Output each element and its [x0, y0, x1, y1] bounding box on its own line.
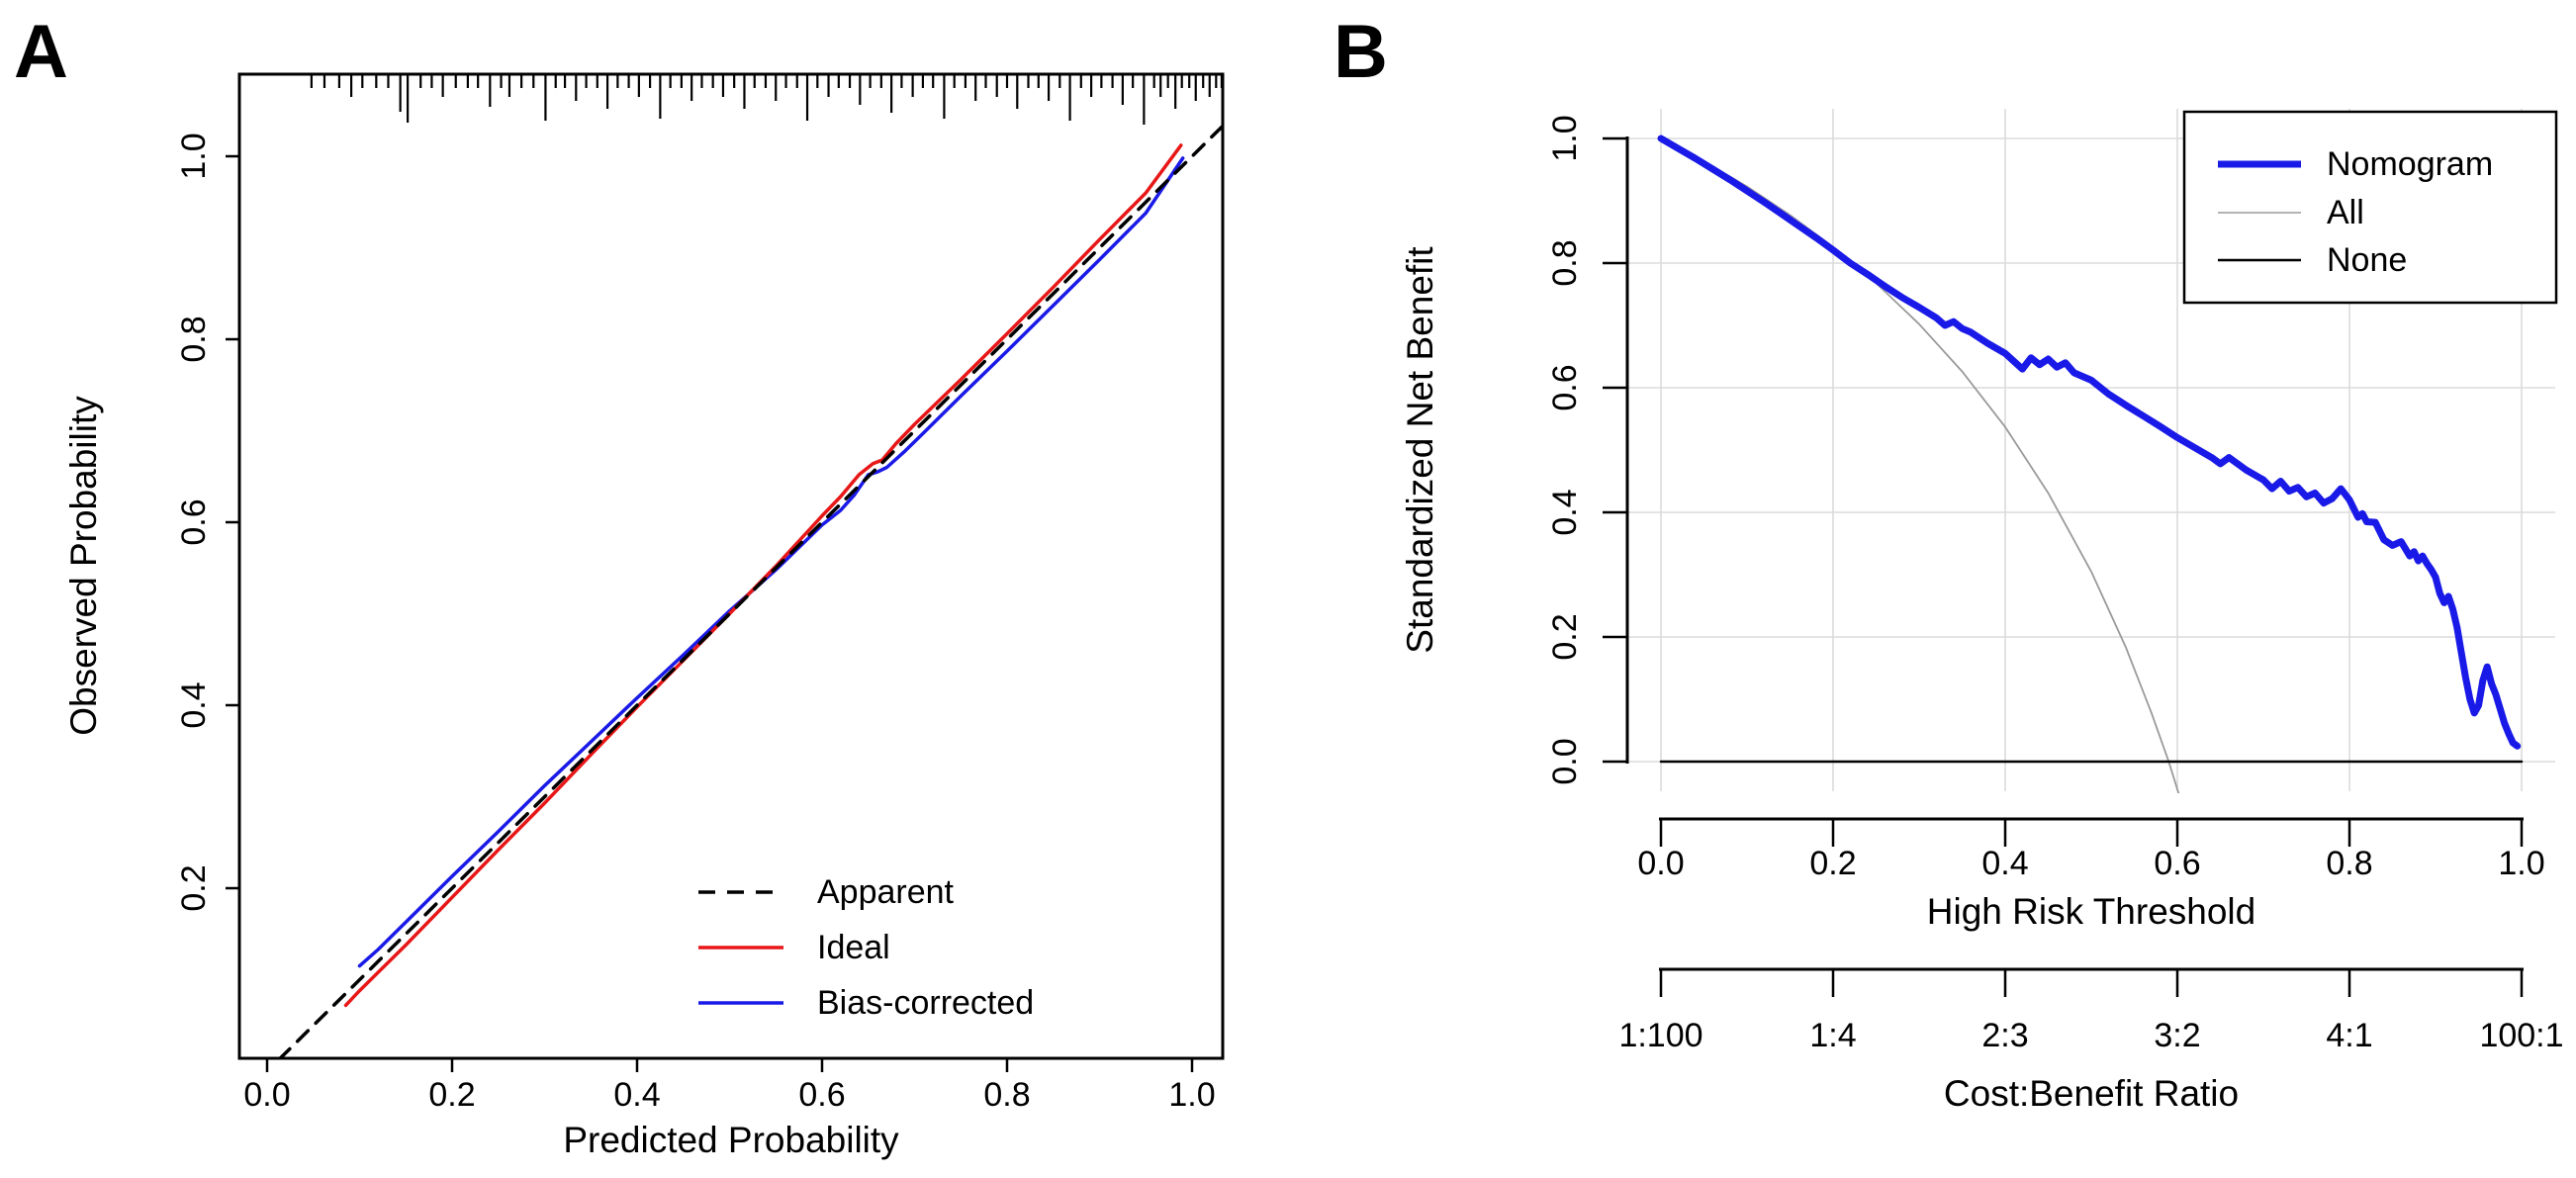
b-x-tick-label: 0.6: [2154, 845, 2200, 882]
panel-a-y-axis: 0.2 0.4 0.6 0.8 1.0: [175, 133, 239, 912]
b-cb-tick-label: 100:1: [2479, 1017, 2563, 1054]
a-y-tick-label: 0.4: [175, 681, 213, 728]
panel-a: 0.0 0.2 0.4 0.6 0.8 1.0 0.2 0.4 0.6 0.8 1.0 Predi…: [63, 72, 1225, 1160]
panel-a-x-axis: 0.0 0.2 0.4 0.6 0.8 1.0: [243, 1058, 1216, 1114]
b-legend-label-none: None: [2327, 241, 2407, 279]
b-cb-tick-label: 1:4: [1809, 1017, 1856, 1054]
panel-a-rug: [310, 75, 1224, 125]
b-cb-tick-label: 2:3: [1981, 1017, 2028, 1054]
b-cb-tick-label: 4:1: [2326, 1017, 2372, 1054]
panel-a-y-axis-title: Observed Probability: [63, 396, 104, 736]
a-legend-label-apparent: Apparent: [817, 873, 955, 911]
b-y-tick-label: 0.8: [1546, 239, 1584, 286]
panel-b-costbenefit-axis-title: Cost:Benefit Ratio: [1944, 1073, 2239, 1114]
panel-b-y-axis: 0.0 0.2 0.4 0.6 0.8 1.0: [1546, 115, 1629, 785]
b-y-tick-label: 0.4: [1546, 489, 1584, 535]
a-x-tick-label: 0.8: [983, 1076, 1030, 1114]
panel-b-legend: Nomogram All None: [2182, 110, 2558, 305]
a-y-tick-label: 0.2: [175, 864, 213, 911]
b-y-tick-label: 0.6: [1546, 364, 1584, 410]
b-legend-box: [2182, 110, 2558, 305]
panel-b-letter: B: [1334, 10, 1388, 94]
series-apparent: [277, 124, 1223, 1058]
a-x-tick-label: 0.0: [243, 1076, 290, 1114]
b-y-tick-label: 1.0: [1546, 115, 1584, 161]
b-y-tick-label: 0.2: [1546, 613, 1584, 660]
panel-b: 0.0 0.2 0.4 0.6 0.8 1.0 0.0 0.2 0.4 0.6 0.8 1.0 1:…: [1400, 109, 2564, 1114]
a-x-tick-label: 1.0: [1168, 1076, 1215, 1114]
panel-a-letter: A: [14, 10, 68, 94]
b-y-tick-label: 0.0: [1546, 738, 1584, 784]
panel-a-x-axis-title: Predicted Probability: [563, 1120, 899, 1160]
a-x-tick-label: 0.6: [798, 1076, 845, 1114]
b-x-tick-label: 0.4: [1981, 845, 2028, 882]
a-y-tick-label: 0.6: [175, 498, 213, 545]
b-cb-tick-label: 3:2: [2154, 1017, 2200, 1054]
a-legend-label-ideal: Ideal: [817, 929, 890, 966]
b-x-tick-label: 0.8: [2326, 845, 2372, 882]
b-x-tick-label: 0.2: [1809, 845, 1856, 882]
panel-a-series: [277, 124, 1223, 1058]
panel-b-series: [1657, 135, 2524, 793]
series-bias-corrected: [357, 156, 1185, 968]
a-y-tick-label: 1.0: [175, 133, 213, 179]
b-x-tick-label: 1.0: [2498, 845, 2544, 882]
panel-b-x-axis: 0.0 0.2 0.4 0.6 0.8 1.0: [1637, 817, 2545, 882]
series-all: [1664, 139, 2180, 793]
series-nomogram: [1657, 135, 2522, 750]
a-x-tick-label: 0.2: [428, 1076, 475, 1114]
series-ideal: [343, 143, 1183, 1008]
panel-b-y-axis-title: Standardized Net Benefit: [1400, 246, 1440, 654]
b-x-tick-label: 0.0: [1637, 845, 1684, 882]
a-y-tick-label: 0.8: [175, 316, 213, 362]
a-x-tick-label: 0.4: [613, 1076, 660, 1114]
a-legend-label-bias-corrected: Bias-corrected: [817, 984, 1034, 1022]
panel-a-plot-box: [237, 72, 1225, 1060]
b-cb-tick-label: 1:100: [1618, 1017, 1702, 1054]
panel-b-costbenefit-axis: 1:100 1:4 2:3 3:2 4:1 100:1: [1618, 967, 2564, 1054]
panel-a-legend: Apparent Ideal Bias-corrected: [698, 873, 1034, 1022]
b-legend-label-nomogram: Nomogram: [2327, 145, 2493, 183]
b-legend-label-all: All: [2327, 194, 2364, 231]
panel-b-x-axis-title: High Risk Threshold: [1927, 891, 2255, 932]
